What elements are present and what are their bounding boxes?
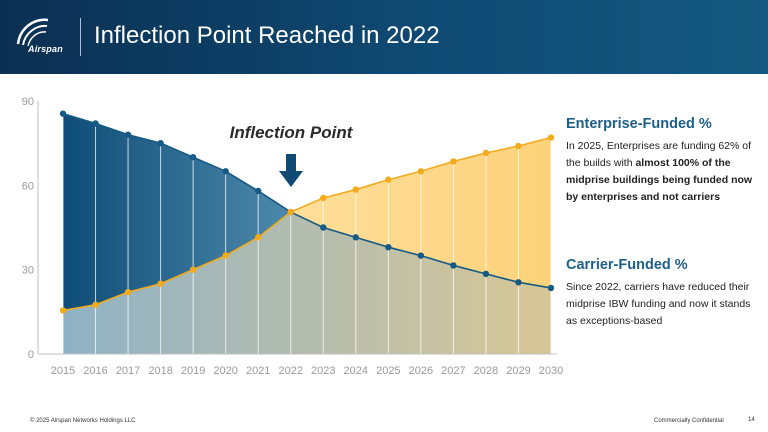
carrier-point [222, 168, 229, 175]
x-tick-label: 2017 [116, 365, 140, 377]
enterprise-point [385, 176, 392, 183]
x-tick-label: 2016 [83, 365, 107, 377]
x-tick-label: 2018 [148, 365, 172, 377]
header-divider [80, 18, 81, 56]
carrier-point [352, 234, 359, 241]
x-tick-label: 2020 [213, 365, 237, 377]
funding-chart: 0 30 60 90 2015 2016 2017 2018 2019 2020 2021 2022 2… [22, 96, 563, 377]
carrier-point [385, 243, 392, 251]
enterprise-line [62, 136, 552, 312]
carrier-point [92, 120, 99, 127]
enterprise-point [352, 186, 359, 193]
enterprise-point [222, 252, 229, 259]
carrier-point [189, 154, 197, 161]
enterprise-point [157, 280, 164, 287]
enterprise-point [547, 134, 555, 141]
carrier-line [62, 112, 552, 289]
x-tick-label: 2026 [409, 365, 433, 377]
enterprise-callout: Enterprise-Funded % In 2025, Enterprises… [566, 116, 756, 206]
x-tick-label: 2030 [539, 365, 563, 377]
x-tick-label: 2022 [278, 365, 302, 377]
carrier-point [59, 110, 67, 117]
header-bar: Airspan Inflection Point Reached in 2022 [0, 0, 768, 74]
enterprise-text: In 2025, Enterprises are funding 62% of … [566, 138, 756, 206]
x-tick-label: 2021 [246, 365, 270, 377]
enterprise-point [450, 158, 457, 165]
arrow-down-icon [279, 154, 303, 187]
enterprise-point [482, 149, 490, 157]
carrier-point [482, 270, 490, 278]
carrier-heading: Carrier-Funded % [566, 257, 688, 273]
copyright-text: © 2025 Airspan Networks Holdings LLC [30, 418, 136, 424]
x-tick-label: 2019 [181, 365, 205, 377]
y-tick-label: 90 [22, 96, 34, 108]
swoosh-logo-icon [16, 18, 49, 47]
enterprise-point [255, 234, 262, 241]
enterprise-point [59, 307, 67, 314]
y-tick-label: 30 [22, 265, 34, 277]
enterprise-point [92, 301, 99, 309]
enterprise-text-plain: In 2025, Enterprises are funding 62% of … [566, 140, 752, 169]
y-tick-label: 0 [28, 349, 34, 361]
inflection-annotation: Inflection Point [230, 123, 354, 142]
carrier-point [320, 224, 327, 231]
x-tick-label: 2015 [51, 365, 75, 377]
enterprise-point [320, 194, 327, 202]
enterprise-point [417, 168, 425, 175]
carrier-point [450, 262, 457, 269]
enterprise-heading: Enterprise-Funded % [566, 116, 712, 132]
x-tick-label: 2027 [441, 365, 465, 377]
carrier-point [157, 139, 164, 147]
enterprise-point [189, 266, 197, 273]
carrier-point [417, 252, 425, 259]
y-tick-label: 60 [22, 180, 34, 192]
x-tick-label: 2024 [344, 365, 368, 377]
enterprise-point [124, 288, 132, 296]
enterprise-point [287, 208, 294, 216]
carrier-callout: Carrier-Funded % Since 2022, carriers ha… [566, 257, 756, 330]
x-tick-label: 2028 [474, 365, 498, 377]
carrier-point [547, 284, 555, 292]
enterprise-point [515, 142, 522, 150]
carrier-point [255, 187, 262, 195]
logo-text: Airspan [28, 44, 63, 54]
page-number: 14 [748, 417, 755, 423]
company-logo: Airspan [10, 14, 80, 60]
enterprise-text-bold: almost 100% of the midprise buildings be… [566, 157, 753, 203]
confidential-text: Commercially Confidential [654, 418, 724, 424]
carrier-point [515, 279, 522, 286]
x-tick-label: 2025 [376, 365, 400, 377]
x-tick-label: 2029 [506, 365, 530, 377]
x-tick-label: 2023 [311, 365, 335, 377]
overlap-area [63, 212, 551, 354]
page-title: Inflection Point Reached in 2022 [94, 22, 440, 49]
carrier-point [124, 131, 132, 138]
carrier-text: Since 2022, carriers have reduced their … [566, 281, 751, 327]
